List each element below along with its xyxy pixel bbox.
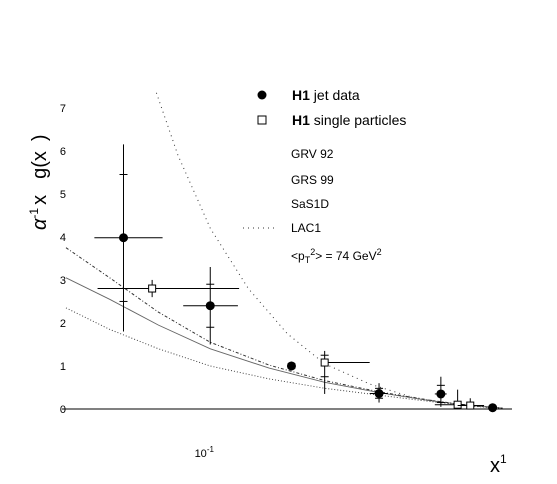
curve-lac1 [155,92,503,409]
y-tick-label: 2 [60,318,66,330]
legend-label: GRV 92 [291,147,334,161]
marker-filled-circle [205,301,215,311]
y-tick-label: 4 [60,232,66,244]
marker-filled-circle [436,389,446,399]
x-axis-title: x1 [490,452,507,477]
point-h1-single-particles [320,350,370,394]
marker-filled-circle [286,361,296,371]
legend-item: GRV 92 [291,147,334,161]
marker-open-square [148,284,157,293]
legend-item: LAC1 [243,221,321,235]
point-h1-single-particles [457,398,485,410]
point-h1-single-particles [97,279,240,298]
legend-item: <pT2> = 74 GeV2 [291,247,382,265]
legend-item: H1 jet data [257,87,360,103]
legend-label: SaS1D [291,197,329,211]
y-tick-label: 5 [60,189,66,201]
legend-item: H1 single particles [257,112,406,128]
legend-label: GRS 99 [291,173,334,187]
y-axis-title: α-1xg(x) [27,134,51,230]
x-tick-label: 10-1 [195,445,215,460]
data-points [94,144,498,413]
legend: H1 jet data H1 single particles GRV 92 GRS … [243,87,406,265]
point-h1-single-particles [434,389,466,409]
y-tick-label: 1 [60,361,66,373]
marker-filled-circle [374,389,384,399]
marker-open-square [466,401,475,410]
legend-marker-circle [257,90,267,100]
y-tick-label: 3 [60,275,66,287]
legend-label: H1 single particles [292,112,406,128]
legend-marker-square [257,115,267,125]
marker-filled-circle [488,403,498,413]
curve-grv-92 [65,277,503,409]
theory-curves [65,92,503,410]
marker-open-square [453,400,462,409]
legend-item: GRS 99 [291,173,334,187]
legend-label: LAC1 [291,221,321,235]
y-tick-label: 6 [60,146,66,158]
axis-labels: α-1xg(x) x1 [27,134,507,477]
point-h1-jet-data [434,376,447,407]
y-tick-label: 0 [60,404,66,416]
marker-filled-circle [118,233,128,243]
legend-label: <pT2> = 74 GeV2 [291,247,382,265]
point-h1-jet-data [286,361,296,371]
axes: 0 1 2 3 4 5 6 7 10-1 [60,103,512,460]
marker-open-square [320,358,329,367]
point-h1-jet-data [369,383,388,403]
curve-sas1d [65,247,503,409]
point-h1-jet-data [94,144,163,332]
point-h1-jet-data [488,403,498,413]
point-h1-jet-data [183,267,238,345]
legend-label: H1 jet data [292,87,360,103]
legend-item: SaS1D [291,197,329,211]
y-tick-label: 7 [60,103,66,115]
